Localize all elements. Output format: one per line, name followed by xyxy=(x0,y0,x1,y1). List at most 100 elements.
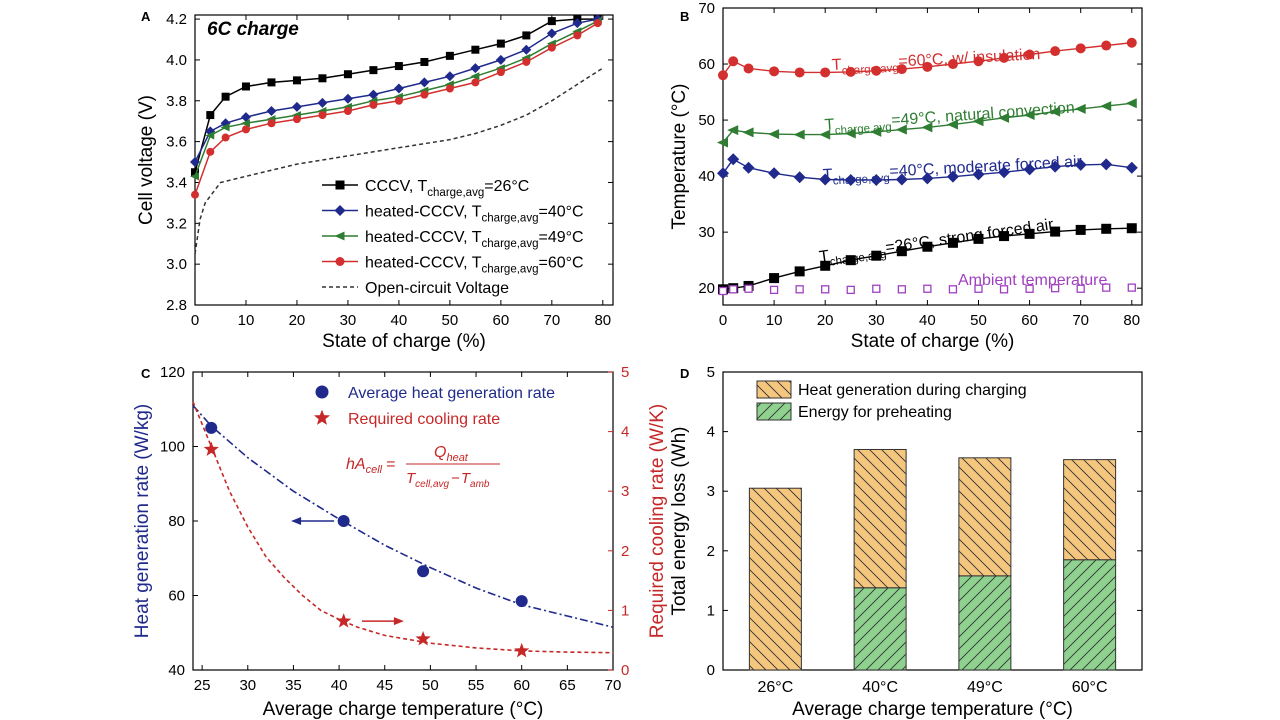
panel-b-point xyxy=(793,129,805,140)
panel-a-point xyxy=(572,18,583,29)
panel-b-point xyxy=(1049,160,1062,173)
panel-a-point xyxy=(267,119,276,128)
panel-a-legend-label: heated-CCCV, Tcharge,avg=49°C xyxy=(365,229,584,250)
panel-b-point xyxy=(871,250,882,261)
panel-a-point xyxy=(546,28,557,39)
panel-a-point xyxy=(241,82,250,91)
panel-b-point xyxy=(1050,46,1061,57)
panel-c-xtick-label: 50 xyxy=(422,677,439,694)
panel-c-legend-marker xyxy=(315,385,329,399)
panel-a-point xyxy=(444,71,455,82)
panel-b-point xyxy=(1126,37,1137,48)
panel-b-series-label: Tcharge,avg=60°C, w/ insulation xyxy=(831,46,1041,78)
panel-a-point xyxy=(394,96,403,105)
panel-b-point xyxy=(923,284,932,293)
panel-b-point xyxy=(895,173,908,186)
panel-d-category-label: 49°C xyxy=(967,679,1003,696)
panel-b-point xyxy=(870,174,883,187)
panel-b-point xyxy=(921,122,933,133)
panel-b-point xyxy=(717,167,729,180)
panel-b-point xyxy=(1050,226,1061,237)
panel-a-point xyxy=(547,17,556,26)
panel-a-legend-label-pre: heated-CCCV, T xyxy=(365,204,482,221)
panel-b-point xyxy=(742,127,754,138)
panel-a-xtick-label: 50 xyxy=(442,312,459,329)
panel-d-bar-segment xyxy=(1063,559,1117,671)
panel-b-xlabel: State of charge (%) xyxy=(851,331,1015,352)
panel-b-series-label-pre: T xyxy=(822,166,833,184)
panel-b-point xyxy=(844,174,857,187)
panel-b-series-label-sub: charge,avg xyxy=(833,173,891,188)
panel-a-xtick-label: 10 xyxy=(238,312,255,329)
panel-c-xtick-label: 40 xyxy=(331,677,348,694)
panel-b-point xyxy=(819,173,832,186)
panel-d-xlabel: Average charge temperature (°C) xyxy=(792,699,1073,720)
panel-a-point xyxy=(220,118,231,129)
panel-b-point xyxy=(946,170,959,183)
panel-b-series-label-sub: charge,avg xyxy=(829,249,887,269)
panel-b-point xyxy=(946,119,958,130)
panel-a-point xyxy=(369,100,378,109)
panel-d-ylabel: Total energy loss (Wh) xyxy=(669,426,690,615)
panel-b-point xyxy=(768,167,781,180)
panel-b-point xyxy=(947,237,958,248)
panel-b-point xyxy=(718,70,728,81)
panel-a-point xyxy=(318,111,327,120)
panel-c-ytick-label: 120 xyxy=(160,364,185,381)
panel-a-point xyxy=(221,92,230,101)
panel-b-series-label-post: =60°C, w/ insulation xyxy=(898,46,1041,70)
panel-b-point xyxy=(794,266,805,277)
panel-c-point xyxy=(205,421,218,434)
panel-b-point xyxy=(1049,106,1061,117)
panel-a-point xyxy=(343,106,352,115)
panel-c-arrow-left-head xyxy=(291,517,302,525)
panel-a-ytick-label: 4.0 xyxy=(166,52,187,69)
panel-b-frame xyxy=(722,7,1143,306)
panel-a-point xyxy=(240,119,250,128)
panel-b-point xyxy=(871,65,882,76)
panel-b: B 0 10 20 30 40 50 60 70 80 20 30 40 50 60 70 State of c… xyxy=(669,0,1143,352)
panel-b-ylabel: Temperature (°C) xyxy=(669,84,690,230)
panel-a-legend-label: heated-CCCV, Tcharge,avg=40°C xyxy=(365,204,584,225)
panel-b-point xyxy=(922,241,933,252)
panel-b-series-label-post: =26°C, strong forced air xyxy=(884,216,1055,257)
panel-c-fit-line xyxy=(192,404,614,628)
panel-c-ytick-label: 40 xyxy=(168,662,185,679)
panel-b-point xyxy=(1023,110,1035,121)
panel-a-point xyxy=(547,43,556,52)
panel-a-point xyxy=(191,190,199,199)
panel-a-legend-label-pre: heated-CCCV, T xyxy=(365,229,482,246)
panel-c-xtick-label: 45 xyxy=(376,677,393,694)
panel-d-ytick-label: 0 xyxy=(707,662,715,679)
panel-b-ytick-label: 60 xyxy=(698,56,715,73)
panel-a-legend-label-post: =40°C xyxy=(539,204,584,221)
panel-b-point xyxy=(1024,228,1035,239)
panel-b-point xyxy=(999,231,1010,242)
panel-a-legend-label: CCCV, Tcharge,avg=26°C xyxy=(365,178,529,199)
panel-b-point xyxy=(769,285,779,295)
panel-a-point xyxy=(445,84,454,93)
panel-b-point xyxy=(728,56,739,67)
panel-c-ylabel-right: Required cooling rate (W/K) xyxy=(647,404,668,638)
panel-b-point xyxy=(717,137,728,148)
panel-b-point xyxy=(1126,223,1137,234)
panel-a-xtick-label: 30 xyxy=(340,312,357,329)
panel-a-point xyxy=(190,157,200,168)
panel-c-legend-marker xyxy=(313,409,331,425)
panel-d-ytick-label: 1 xyxy=(707,602,715,619)
panel-b-ytick-label: 50 xyxy=(698,112,715,129)
panel-b-series-label-sub: charge,avg xyxy=(834,121,892,137)
panel-d-category-label: 40°C xyxy=(862,679,898,696)
panel-a-point xyxy=(191,168,199,177)
panel-a-point xyxy=(521,44,532,55)
panel-a-point xyxy=(470,63,481,74)
panel-c-xtick-label: 55 xyxy=(468,677,485,694)
panel-b-point xyxy=(1025,284,1034,293)
panel-b-series-label: Tcharge,avg=49°C, natural convection xyxy=(824,100,1075,138)
panel-c-ytick-right-label: 0 xyxy=(621,662,629,679)
panel-d-bar-segment xyxy=(748,487,802,671)
panel-c-point xyxy=(337,515,350,527)
panel-b-point xyxy=(948,285,958,294)
panel-b-series-label-pre: Ambient temperature xyxy=(958,272,1108,289)
